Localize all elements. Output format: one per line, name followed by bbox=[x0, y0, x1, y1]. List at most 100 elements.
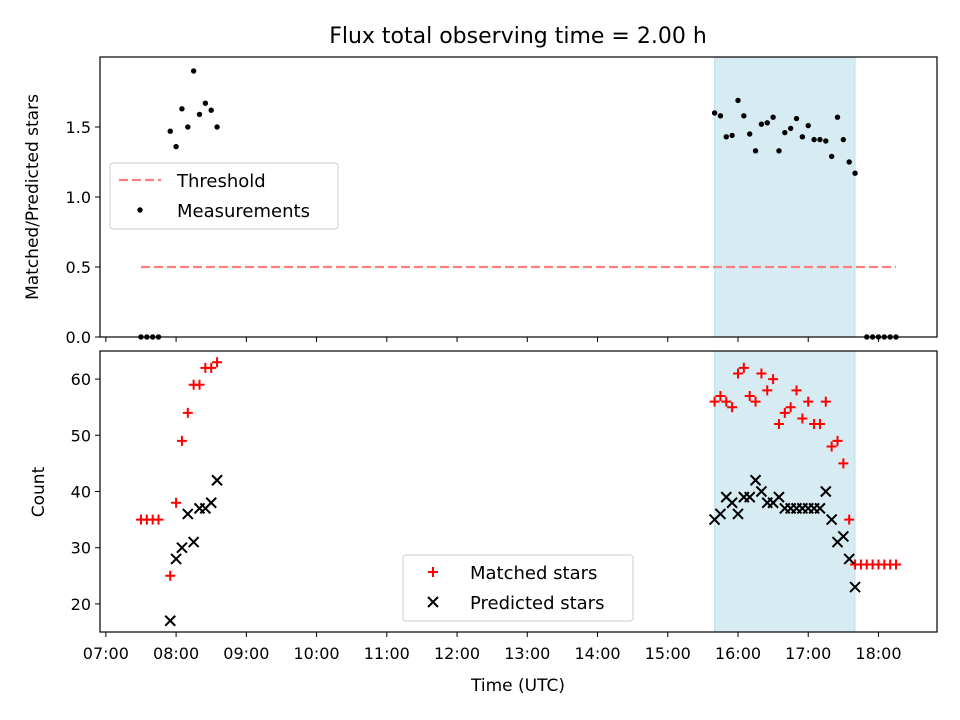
bottom-plus-point-32 bbox=[820, 396, 831, 407]
bottom-plus-point-5 bbox=[171, 497, 182, 508]
bottom-x-point-8 bbox=[211, 474, 223, 486]
bottom-legend-swatch bbox=[427, 596, 439, 608]
top-dot-point-27 bbox=[793, 115, 800, 122]
bottom-x-point-3 bbox=[182, 508, 194, 520]
x-tick-label: 14:00 bbox=[574, 644, 620, 663]
top-y-tick-label: 1.5 bbox=[66, 118, 91, 137]
bottom-plus-point-25 bbox=[779, 407, 790, 418]
bottom-plus-point-36 bbox=[844, 514, 855, 525]
bottom-x-point-1 bbox=[170, 553, 182, 565]
x-tick-label: 17:00 bbox=[785, 644, 831, 663]
top-dot-point-28 bbox=[799, 134, 806, 140]
top-dot-point-34 bbox=[834, 114, 841, 120]
bottom-plus-point-16 bbox=[727, 402, 738, 413]
top-dot-point-21 bbox=[758, 121, 765, 127]
top-dot-point-26 bbox=[787, 125, 794, 132]
bottom-x-point-29 bbox=[825, 513, 838, 526]
bottom-legend-swatch bbox=[428, 567, 438, 577]
top-dot-point-14 bbox=[717, 113, 724, 119]
top-legend-label: Threshold bbox=[176, 171, 266, 192]
bottom-legend: Matched stars Predicted stars bbox=[402, 554, 634, 622]
top-dot-point-15 bbox=[723, 134, 729, 140]
bottom-legend-label: Matched stars bbox=[470, 563, 597, 584]
chart-title: Flux total observing time = 2.00 h bbox=[329, 24, 707, 49]
bottom-y-tick-label: 30 bbox=[71, 539, 91, 558]
top-dot-point-29 bbox=[805, 122, 811, 129]
bottom-x-point-33 bbox=[849, 581, 861, 593]
bottom-x-point-15 bbox=[743, 491, 756, 503]
bottom-x-point-13 bbox=[732, 508, 744, 520]
top-dot-point-16 bbox=[729, 132, 735, 139]
bottom-plus-point-22 bbox=[762, 385, 773, 396]
top-dot-point-24 bbox=[776, 148, 782, 154]
top-dot-point-19 bbox=[746, 131, 753, 137]
top-legend-label: Measurements bbox=[177, 201, 310, 222]
bottom-x-point-12 bbox=[726, 497, 738, 509]
top-y-tick-label: 1.0 bbox=[66, 188, 91, 207]
bottom-plus-point-31 bbox=[814, 419, 825, 430]
x-tick-label: 09:00 bbox=[223, 644, 269, 663]
bottom-plus-point-18 bbox=[738, 362, 749, 373]
bottom-plus-point-12 bbox=[212, 357, 223, 368]
top-dot-point-31 bbox=[817, 136, 823, 143]
bottom-plus-point-21 bbox=[756, 368, 767, 379]
bottom-x-point-16 bbox=[749, 474, 762, 486]
bottom-x-point-2 bbox=[176, 541, 188, 554]
top-dot-point-20 bbox=[752, 148, 759, 154]
bottom-x-point-28 bbox=[820, 485, 832, 498]
bottom-plus-point-26 bbox=[785, 402, 796, 413]
top-dot-point-6 bbox=[179, 106, 185, 112]
bottom-plus-point-34 bbox=[832, 435, 843, 446]
top-dot-point-33 bbox=[828, 153, 835, 160]
bottom-plus-point-4 bbox=[165, 570, 176, 581]
top-dot-point-25 bbox=[782, 129, 788, 136]
top-legend-box bbox=[109, 162, 339, 230]
top-dot-point-30 bbox=[811, 136, 817, 143]
top-shaded-region bbox=[714, 56, 856, 338]
bottom-legend-box bbox=[402, 554, 634, 622]
x-tick-label: 07:00 bbox=[83, 644, 129, 663]
bottom-y-tick-label: 50 bbox=[71, 426, 91, 445]
bottom-y-axis-label: Count bbox=[29, 466, 49, 517]
bottom-legend-label: Predicted stars bbox=[470, 593, 604, 614]
bottom-plus-point-20 bbox=[750, 396, 761, 407]
top-y-axis-label: Matched/Predicted stars bbox=[23, 94, 43, 300]
top-dot-point-10 bbox=[202, 100, 209, 106]
x-tick-label: 08:00 bbox=[153, 644, 199, 663]
top-dot-point-13 bbox=[711, 110, 718, 116]
bottom-y-tick-label: 40 bbox=[71, 483, 91, 502]
bottom-x-point-0 bbox=[164, 615, 176, 627]
bottom-x-point-20 bbox=[773, 491, 785, 503]
bottom-y-tick-label: 60 bbox=[71, 370, 91, 389]
bottom-x-point-7 bbox=[205, 497, 217, 509]
bottom-x-point-4 bbox=[187, 536, 200, 548]
bottom-plus-point-7 bbox=[182, 407, 193, 418]
bottom-plus-point-28 bbox=[797, 413, 808, 424]
bottom-y-tick-label: 20 bbox=[71, 595, 91, 614]
top-dot-point-9 bbox=[196, 111, 203, 118]
top-dot-point-8 bbox=[190, 68, 197, 74]
top-dot-point-37 bbox=[852, 170, 858, 176]
bottom-plus-point-14 bbox=[715, 390, 726, 401]
bottom-plus-point-19 bbox=[744, 390, 755, 401]
top-dot-point-36 bbox=[846, 159, 852, 165]
bottom-plus-point-6 bbox=[176, 435, 187, 446]
bottom-x-point-10 bbox=[714, 508, 727, 520]
bottom-plus-point-27 bbox=[791, 385, 802, 396]
bottom-plus-point-33 bbox=[826, 441, 837, 452]
bottom-plus-point-29 bbox=[803, 396, 814, 407]
top-y-tick-label: 0.5 bbox=[66, 258, 91, 277]
ratio-panel: 0.0 0.5 1.0 1.5 Threshold Measurements bbox=[66, 56, 938, 347]
top-dot-point-7 bbox=[185, 124, 191, 130]
bottom-plus-point-3 bbox=[153, 514, 164, 525]
top-dot-point-5 bbox=[173, 143, 179, 150]
bottom-x-point-32 bbox=[843, 553, 855, 565]
top-dot-point-4 bbox=[167, 128, 173, 134]
x-tick-label: 15:00 bbox=[645, 644, 691, 663]
bottom-plus-point-9 bbox=[194, 379, 205, 390]
bottom-plus-point-23 bbox=[768, 374, 779, 385]
x-tick-label: 13:00 bbox=[504, 644, 550, 663]
x-tick-label: 16:00 bbox=[715, 644, 761, 663]
bottom-plus-point-15 bbox=[721, 396, 732, 407]
